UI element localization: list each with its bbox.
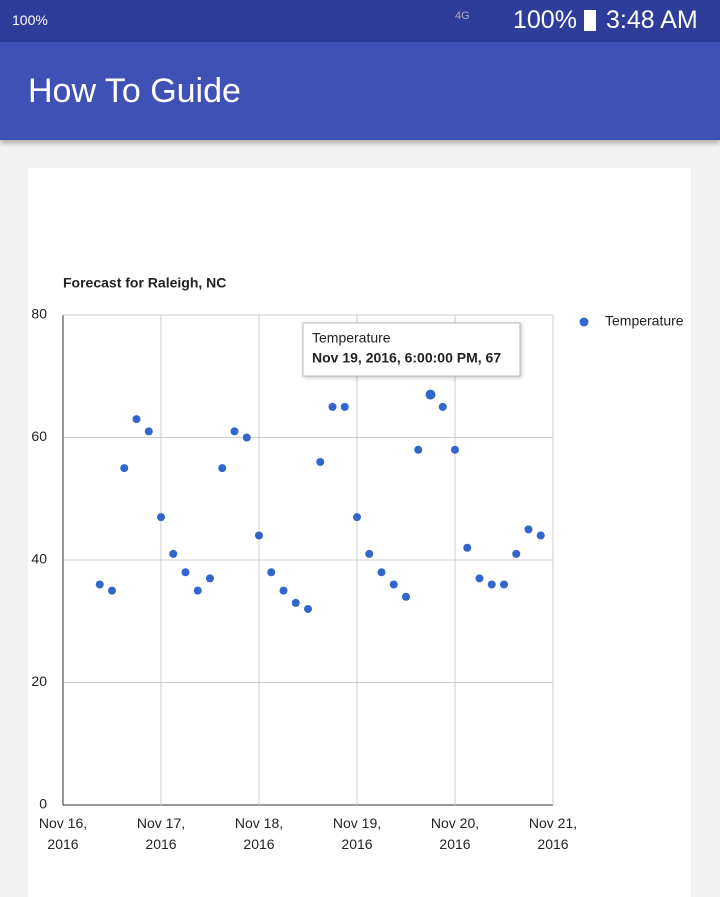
x-tick-label: Nov 18, 2016: [234, 815, 284, 852]
battery-level: 100%: [513, 6, 577, 34]
app-title: How To Guide: [28, 72, 241, 110]
tooltip-box: [302, 322, 521, 377]
battery-icon: [584, 10, 596, 31]
point: [144, 427, 153, 436]
point: [279, 586, 288, 595]
point: [304, 605, 312, 613]
x-tick-label: Nov 17, 2016: [136, 815, 186, 852]
x-tick-label: Nov 16, 2016: [38, 815, 88, 852]
y-tick-label: 0: [39, 796, 47, 812]
point: [365, 549, 374, 558]
y-tick-label: 80: [31, 306, 47, 322]
x-tick-label: Nov 19, 2016: [332, 815, 382, 852]
point: [181, 568, 190, 577]
point: [132, 415, 141, 424]
point: [500, 580, 508, 589]
point: [389, 580, 398, 589]
status-bar: 100% 4G 100% 3:48 AM: [0, 0, 720, 42]
point: [328, 402, 337, 411]
legend-marker: [579, 317, 589, 327]
point: [475, 574, 484, 583]
point: [230, 427, 239, 436]
point: [353, 513, 361, 522]
point: [193, 586, 202, 595]
point: [108, 586, 116, 595]
point: [95, 580, 104, 589]
point: [218, 464, 227, 473]
point: [414, 445, 423, 454]
point: [169, 549, 178, 558]
point: [377, 568, 386, 577]
y-tick-label: 20: [31, 673, 47, 689]
point: [291, 598, 300, 607]
y-tick-label: 60: [31, 428, 47, 444]
point: [120, 464, 129, 473]
point: [487, 580, 496, 589]
y-tick-label: 40: [31, 551, 47, 567]
point: [206, 574, 214, 583]
tooltip-text: Nov 19, 2016, 6:00:00 PM, 67: [312, 350, 501, 366]
app-bar: How To Guide: [0, 42, 720, 140]
point: [255, 531, 263, 540]
point: [157, 513, 165, 522]
x-tick-label: Nov 20, 2016: [430, 815, 480, 852]
point: [438, 402, 447, 411]
point: [316, 458, 325, 466]
point: [242, 433, 251, 442]
point: [536, 531, 545, 540]
tooltip: Temperature Nov 19, 2016, 6:00:00 PM, 67: [302, 322, 521, 377]
x-tick-label: Nov 21, 2016: [528, 815, 578, 852]
network-type: 4G: [455, 10, 470, 22]
tooltip-title: Temperature: [312, 330, 391, 346]
status-left-text: 100%: [12, 12, 48, 28]
legend-label: Temperature: [605, 313, 684, 329]
point: [340, 402, 349, 411]
chart-title: Forecast for Raleigh, NC: [63, 275, 226, 291]
point: [451, 445, 459, 454]
point: [402, 592, 410, 601]
point: [524, 525, 533, 534]
point: [425, 389, 436, 400]
card: [28, 168, 691, 897]
clock: 3:48 AM: [606, 6, 698, 34]
point: [267, 568, 276, 577]
point: [463, 543, 472, 552]
point: [512, 549, 521, 558]
